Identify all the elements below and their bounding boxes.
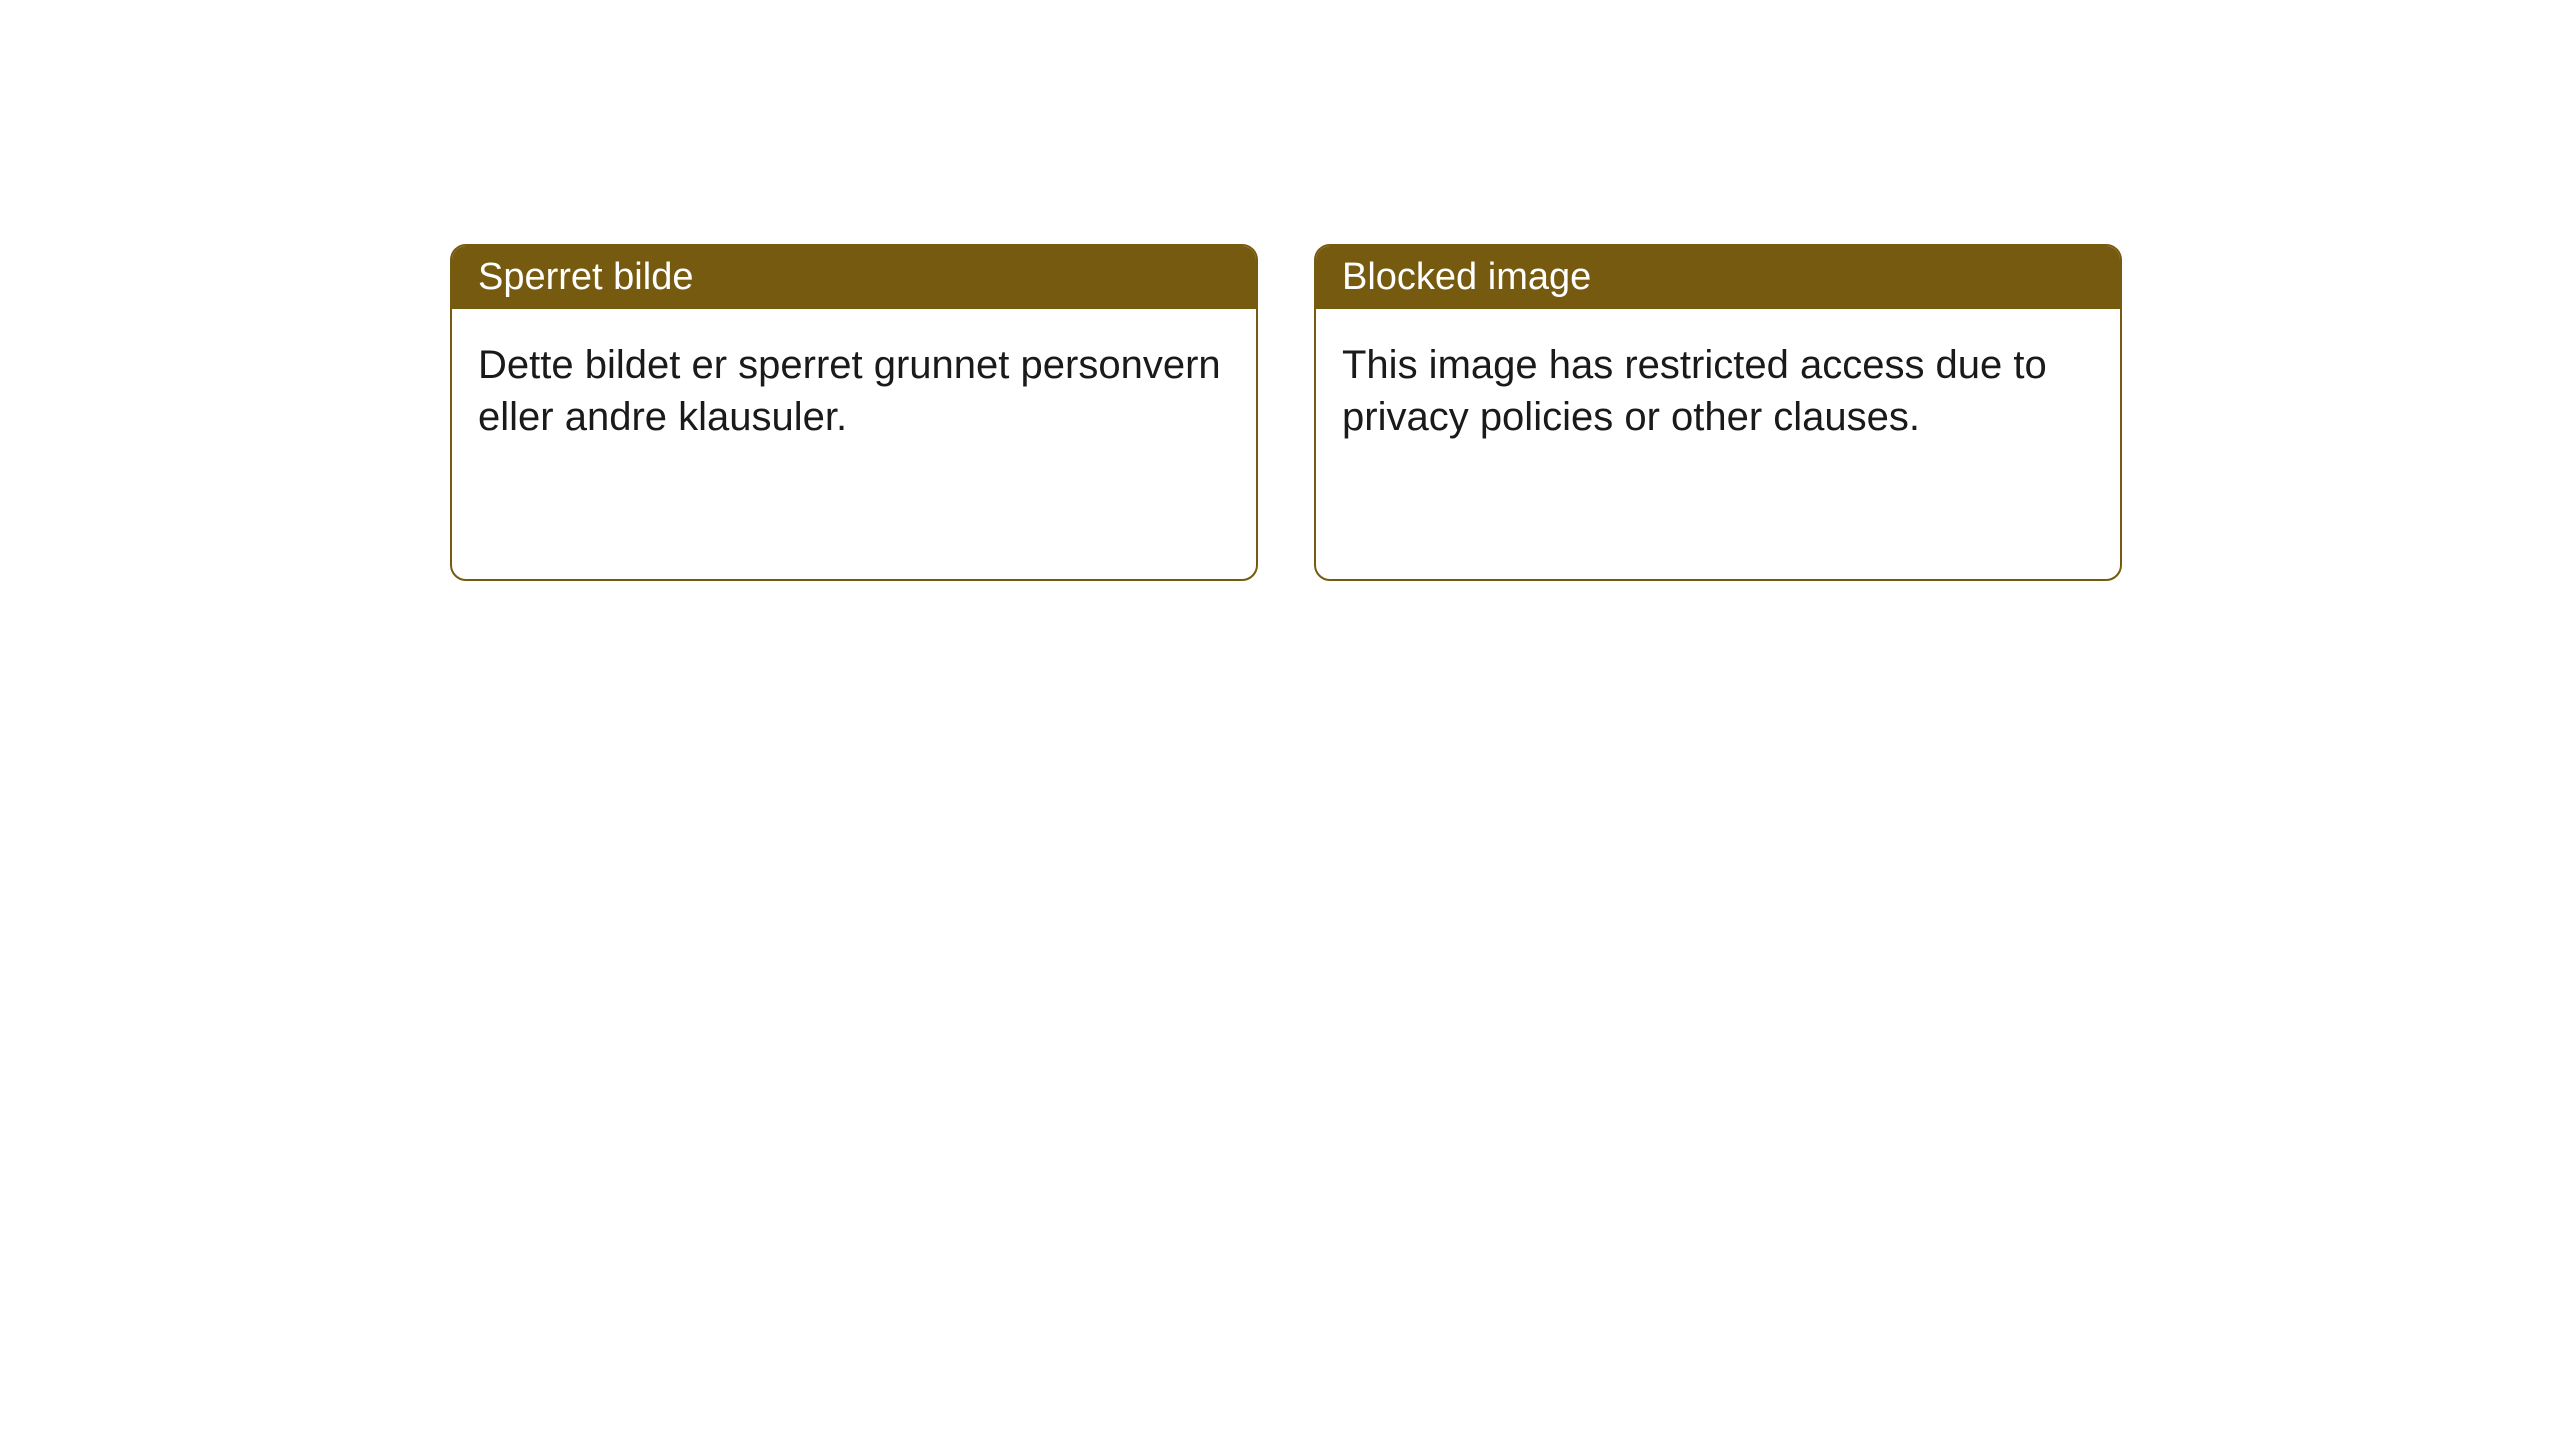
notice-header: Sperret bilde [452, 246, 1256, 309]
notice-card-norwegian: Sperret bilde Dette bildet er sperret gr… [450, 244, 1258, 581]
notice-body: Dette bildet er sperret grunnet personve… [452, 309, 1256, 473]
notice-card-english: Blocked image This image has restricted … [1314, 244, 2122, 581]
notice-container: Sperret bilde Dette bildet er sperret gr… [0, 0, 2560, 581]
notice-body: This image has restricted access due to … [1316, 309, 2120, 473]
notice-header: Blocked image [1316, 246, 2120, 309]
